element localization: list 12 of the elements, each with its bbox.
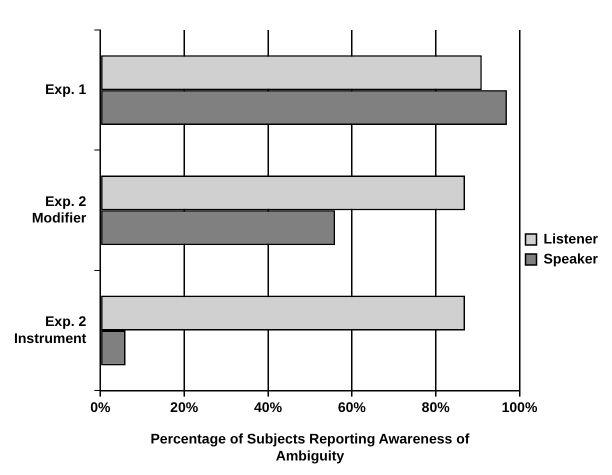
- x-axis-title: Percentage of Subjects Reporting Awareness of Ambiguity: [150, 430, 470, 464]
- x-tick-label: 80%: [422, 398, 450, 415]
- x-tick-label: 0%: [90, 398, 112, 415]
- legend-label: Listener: [544, 230, 599, 246]
- y-tick-label: Exp. 2 Instrument: [14, 312, 87, 346]
- x-tick-label: 40%: [254, 398, 283, 415]
- x-tick-label: 100%: [502, 398, 538, 415]
- y-tick-label: Exp. 2 Modifier: [32, 192, 87, 226]
- legend-label: Speaker: [544, 250, 599, 266]
- x-tick-label: 20%: [170, 398, 199, 415]
- y-tick-label: Exp. 1: [45, 80, 87, 97]
- x-tick-label: 60%: [338, 398, 366, 415]
